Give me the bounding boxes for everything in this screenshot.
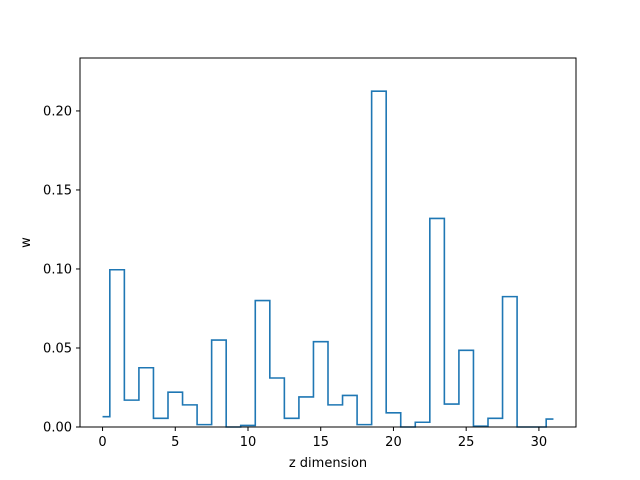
y-tick-label: 0.05: [43, 341, 72, 356]
y-tick-label: 0.00: [43, 421, 72, 436]
y-axis: 0.00 0.05 0.10 0.15 0.20: [43, 104, 80, 436]
y-axis-title: w: [19, 237, 34, 248]
x-tick-label: 15: [312, 435, 329, 450]
axes-frame: [79, 57, 577, 428]
y-tick-label: 0.10: [43, 262, 72, 277]
x-axis-title: z dimension: [289, 456, 367, 471]
plot-area: [102, 90, 554, 428]
y-tick-label: 0.15: [43, 183, 72, 198]
series-step-line-0: [102, 90, 554, 428]
x-tick-label: 5: [171, 435, 179, 450]
x-tick-label: 30: [531, 435, 548, 450]
x-tick-label: 20: [385, 435, 402, 450]
x-axis: 0 5 10 15 20 25 30: [98, 427, 547, 450]
x-tick-label: 25: [458, 435, 475, 450]
x-tick-label: 10: [240, 435, 257, 450]
y-tick-label: 0.20: [43, 104, 72, 119]
x-tick-label: 0: [98, 435, 106, 450]
